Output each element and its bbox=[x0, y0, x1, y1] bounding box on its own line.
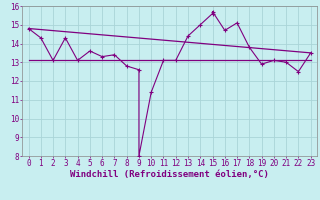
X-axis label: Windchill (Refroidissement éolien,°C): Windchill (Refroidissement éolien,°C) bbox=[70, 170, 269, 179]
